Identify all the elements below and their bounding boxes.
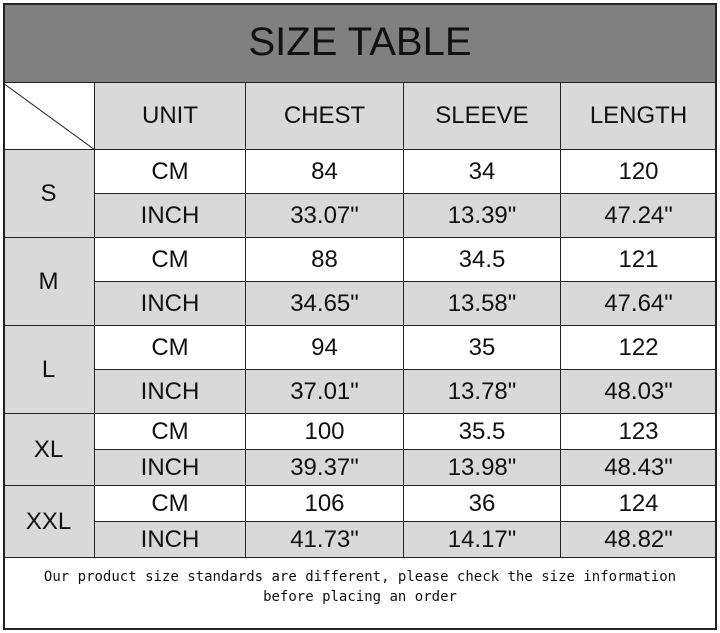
unit-cell: CM	[95, 486, 246, 522]
size-label: XXL	[3, 486, 95, 558]
length-cell: 121	[561, 238, 717, 282]
chest-cell: 84	[246, 150, 404, 194]
sleeve-cell: 13.39"	[404, 194, 561, 238]
unit-cell: CM	[95, 238, 246, 282]
sleeve-cell: 14.17"	[404, 522, 561, 558]
sleeve-cell: 36	[404, 486, 561, 522]
chest-cell: 39.37"	[246, 450, 404, 486]
length-cell: 48.03"	[561, 370, 717, 414]
length-cell: 47.24"	[561, 194, 717, 238]
unit-cell: INCH	[95, 522, 246, 558]
chest-cell: 37.01"	[246, 370, 404, 414]
unit-cell: CM	[95, 150, 246, 194]
length-cell: 47.64"	[561, 282, 717, 326]
header-chest: CHEST	[246, 83, 404, 150]
length-cell: 48.43"	[561, 450, 717, 486]
chest-cell: 94	[246, 326, 404, 370]
unit-cell: INCH	[95, 194, 246, 238]
length-cell: 120	[561, 150, 717, 194]
sleeve-cell: 35	[404, 326, 561, 370]
unit-cell: INCH	[95, 370, 246, 414]
sleeve-cell: 13.98"	[404, 450, 561, 486]
unit-cell: CM	[95, 414, 246, 450]
header-length: LENGTH	[561, 83, 717, 150]
header-sleeve: SLEEVE	[404, 83, 561, 150]
sleeve-cell: 34	[404, 150, 561, 194]
header-unit: UNIT	[95, 83, 246, 150]
sleeve-cell: 13.78"	[404, 370, 561, 414]
unit-cell: INCH	[95, 282, 246, 326]
sleeve-cell: 35.5	[404, 414, 561, 450]
size-note: Our product size standards are different…	[43, 569, 677, 605]
unit-cell: CM	[95, 326, 246, 370]
chest-cell: 34.65"	[246, 282, 404, 326]
chest-cell: 41.73"	[246, 522, 404, 558]
diagonal-line	[3, 83, 95, 150]
length-cell: 124	[561, 486, 717, 522]
size-label: XL	[3, 414, 95, 486]
corner-cell	[3, 83, 95, 150]
chest-cell: 33.07"	[246, 194, 404, 238]
length-cell: 123	[561, 414, 717, 450]
size-label: S	[3, 150, 95, 238]
chest-cell: 88	[246, 238, 404, 282]
chest-cell: 100	[246, 414, 404, 450]
size-label: L	[3, 326, 95, 414]
sleeve-cell: 34.5	[404, 238, 561, 282]
size-label: M	[3, 238, 95, 326]
length-cell: 122	[561, 326, 717, 370]
sleeve-cell: 13.58"	[404, 282, 561, 326]
chest-cell: 106	[246, 486, 404, 522]
table-title: SIZE TABLE	[3, 3, 717, 83]
length-cell: 48.82"	[561, 522, 717, 558]
unit-cell: INCH	[95, 450, 246, 486]
